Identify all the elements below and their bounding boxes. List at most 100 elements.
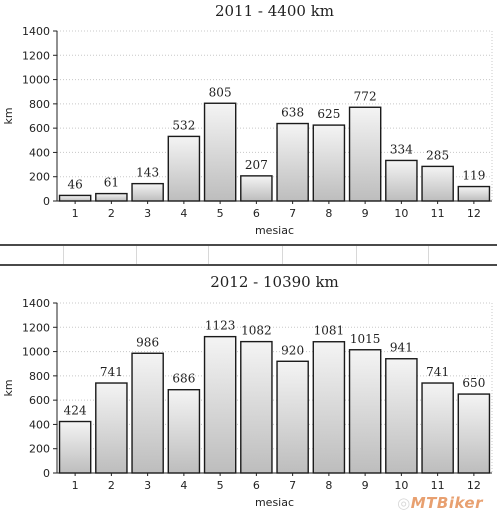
y-tick-label: 1400 (22, 297, 50, 310)
bar-value-label: 207 (245, 158, 268, 172)
x-tick-label: 1 (72, 207, 79, 220)
bar (276, 360, 309, 474)
chart-2012-svg: 2012 - 10390 km 0 200 400 600 800 1000 1200 1400… (2, 273, 493, 509)
divider-line-top (0, 244, 497, 246)
bar (203, 335, 237, 474)
divider-cell-line (136, 246, 137, 264)
bar (312, 341, 346, 474)
bar-value-label: 741 (426, 365, 449, 379)
bar-value-label: 1081 (314, 324, 345, 338)
bar-value-label: 772 (354, 89, 377, 103)
bar (421, 382, 454, 474)
bar-value-label: 532 (172, 118, 195, 132)
mtbiker-watermark: ◎MTBiker (397, 494, 483, 512)
y-tick-label: 1200 (22, 49, 50, 62)
x-axis-label: mesiac (255, 224, 294, 237)
divider-cell-line (428, 246, 429, 264)
bar-value-label: 805 (209, 85, 232, 99)
bar (312, 124, 346, 202)
bar-value-label: 61 (104, 176, 119, 190)
section-divider (0, 244, 497, 266)
divider-cell-line (63, 246, 64, 264)
x-tick-label: 4 (180, 479, 187, 492)
bar (167, 388, 201, 474)
x-tick-label: 6 (253, 207, 260, 220)
chart-2012: 2012 - 10390 km 0 200 400 600 800 1000 1200 1400… (0, 266, 497, 514)
chart-title: 2012 - 10390 km (210, 273, 339, 291)
bar (203, 102, 237, 202)
chart-title: 2011 - 4400 km (215, 2, 334, 20)
bar (240, 340, 273, 474)
y-tick-label: 0 (43, 195, 50, 208)
bar (348, 349, 382, 474)
chart-2011: 2011 - 4400 km 0 200 400 600 800 1000 1200 1400 4… (0, 0, 497, 244)
y-tick-label: 600 (29, 122, 50, 135)
bar-value-label: 119 (462, 169, 485, 183)
x-tick-label: 12 (467, 479, 481, 492)
x-tick-label: 5 (217, 207, 224, 220)
bar (58, 420, 92, 474)
bar-value-label: 741 (100, 365, 123, 379)
divider-cell-line (208, 246, 209, 264)
bar (95, 382, 128, 474)
bar-value-label: 285 (426, 148, 449, 162)
bar (276, 122, 309, 202)
y-tick-label: 200 (29, 443, 50, 456)
bar-value-label: 638 (281, 106, 304, 120)
bar-value-label: 1082 (241, 324, 272, 338)
bar (58, 194, 92, 202)
x-tick-label: 3 (144, 479, 151, 492)
x-tick-label: 3 (144, 207, 151, 220)
x-tick-label: 6 (253, 479, 260, 492)
y-tick-label: 800 (29, 370, 50, 383)
y-tick-label: 400 (29, 146, 50, 159)
watermark-logo-icon: ◎ (397, 494, 411, 512)
x-tick-label: 12 (467, 207, 481, 220)
divider-cell-line (356, 246, 357, 264)
bar-value-label: 625 (317, 107, 340, 121)
x-tick-label: 7 (289, 207, 296, 220)
x-tick-label: 8 (325, 479, 332, 492)
bar-value-label: 143 (136, 166, 159, 180)
x-tick-label: 11 (431, 207, 445, 220)
y-axis-label: km (2, 379, 15, 396)
bar (348, 106, 382, 202)
y-tick-label: 400 (29, 418, 50, 431)
x-tick-label: 1 (72, 479, 79, 492)
x-tick-label: 10 (394, 479, 408, 492)
x-axis-label: mesiac (255, 496, 294, 509)
bar-value-label: 686 (172, 372, 195, 386)
x-tick-label: 7 (289, 479, 296, 492)
x-tick-label: 11 (431, 479, 445, 492)
bar (421, 165, 454, 202)
y-tick-label: 0 (43, 467, 50, 480)
bar (385, 159, 418, 202)
y-axis-label: km (2, 107, 15, 124)
bar-value-label: 46 (67, 177, 82, 191)
chart-2011-svg: 2011 - 4400 km 0 200 400 600 800 1000 1200 1400 4… (2, 2, 493, 237)
x-tick-label: 10 (394, 207, 408, 220)
y-tick-label: 1400 (22, 25, 50, 38)
divider-line-bottom (0, 264, 497, 266)
x-tick-label: 4 (180, 207, 187, 220)
bar-value-label: 1015 (350, 332, 381, 346)
y-tick-label: 1200 (22, 321, 50, 334)
bar-value-label: 650 (462, 376, 485, 390)
bar (167, 135, 201, 202)
bar (131, 182, 164, 202)
x-tick-label: 5 (217, 479, 224, 492)
bar-value-label: 1123 (205, 319, 236, 333)
bar-value-label: 986 (136, 335, 159, 349)
y-tick-label: 800 (29, 98, 50, 111)
x-tick-label: 9 (362, 207, 369, 220)
bar (131, 352, 164, 474)
watermark-brand: MTBiker (410, 494, 483, 512)
bar-value-label: 920 (281, 343, 304, 357)
y-tick-label: 600 (29, 394, 50, 407)
bar (240, 175, 273, 202)
bar-value-label: 424 (64, 404, 87, 418)
bar (385, 358, 418, 474)
bar (95, 192, 128, 202)
y-tick-label: 1000 (22, 346, 50, 359)
x-tick-label: 8 (325, 207, 332, 220)
